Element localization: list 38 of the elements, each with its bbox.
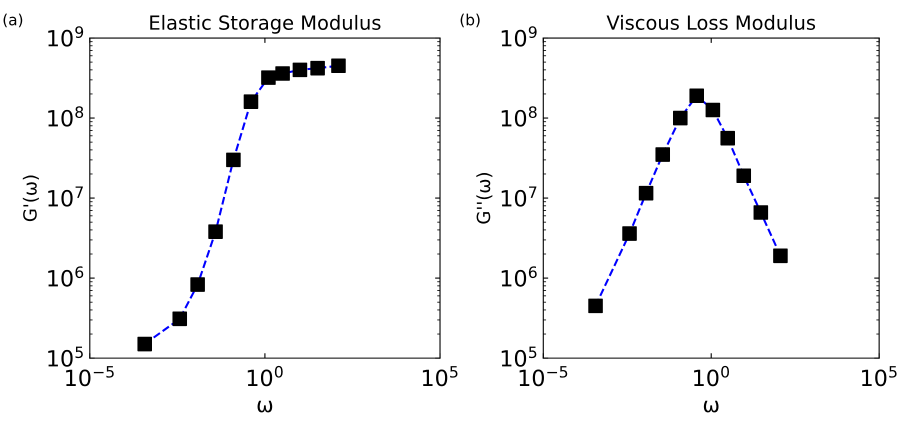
point (706, 102, 720, 118)
y-tick-label: 10$^{6}$ (48, 266, 84, 287)
x-tick-label: 10$^{5}$ (862, 366, 897, 386)
y-tick-label: 10$^{5}$ (48, 346, 83, 367)
x-tick-label: 10$^{5}$ (422, 366, 458, 386)
y-tick-label: 10$^{6}$ (502, 266, 537, 287)
point (261, 70, 276, 85)
y-tick-label: 10$^{5}$ (502, 346, 536, 367)
x-axis-title: ω (704, 400, 719, 412)
point (208, 224, 223, 239)
y-tick-label: 10$^{9}$ (48, 26, 84, 47)
y-tick-label: 10$^{8}$ (48, 106, 84, 127)
point (622, 226, 637, 241)
text: (b) (460, 14, 480, 28)
y-tick-label: 10$^{7}$ (48, 186, 83, 207)
x-tick-label: 10$^{−5}$ (66, 366, 114, 386)
x-axis-title: ω (258, 400, 272, 412)
text: (a) (4, 14, 22, 28)
point (244, 94, 258, 109)
y-axis-title: G'(ω) (22, 176, 39, 222)
point (638, 186, 654, 200)
y-tick-label: 10$^{8}$ (502, 106, 537, 127)
point (655, 147, 670, 162)
y-tick-label: 10$^{9}$ (502, 26, 537, 47)
point (172, 312, 188, 326)
x-tick-label: 10$^{0}$ (248, 366, 283, 386)
point (226, 152, 241, 168)
point (689, 88, 704, 104)
point (190, 277, 205, 292)
x-tick-label: 10$^{0}$ (694, 366, 730, 386)
x-tick-label: 10$^{−5}$ (520, 366, 568, 386)
point (773, 248, 788, 264)
chart-title: Elastic Storage Modulus (150, 14, 381, 34)
point (673, 110, 688, 126)
chart-title: Viscous Loss Modulus (606, 14, 816, 30)
y-tick-label: 10$^{7}$ (502, 186, 536, 207)
point (331, 58, 346, 74)
y-axis-title: G''(ω) (476, 173, 492, 224)
